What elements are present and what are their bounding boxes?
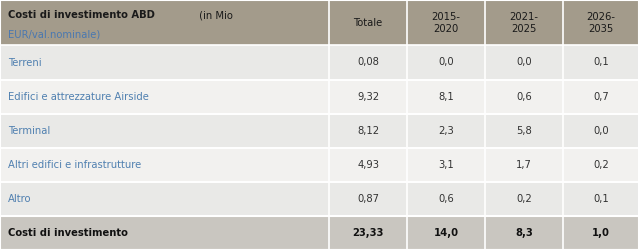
Text: (in Mio: (in Mio [196,10,233,20]
Text: 14,0: 14,0 [433,228,459,238]
Text: 2,3: 2,3 [438,126,454,136]
Text: 0,08: 0,08 [357,58,379,68]
Text: 0,2: 0,2 [516,194,532,204]
Text: 0,1: 0,1 [593,194,609,204]
Text: 0,0: 0,0 [438,58,454,68]
Text: 0,6: 0,6 [438,194,454,204]
Text: 8,1: 8,1 [438,92,454,102]
Bar [0,0,639,46]
Text: 0,0: 0,0 [593,126,609,136]
Text: Edifici e attrezzature Airside: Edifici e attrezzature Airside [8,92,148,102]
Text: 0,2: 0,2 [593,160,609,170]
Text: 5,8: 5,8 [516,126,532,136]
Bar [0,182,639,216]
Text: 9,32: 9,32 [357,92,379,102]
Text: 0,1: 0,1 [593,58,609,68]
Text: Terreni: Terreni [8,58,42,68]
Text: Altro: Altro [8,194,31,204]
Text: Costi di investimento ABD: Costi di investimento ABD [8,10,155,20]
Text: 2021-
2025: 2021- 2025 [509,12,539,34]
Text: 3,1: 3,1 [438,160,454,170]
Text: 4,93: 4,93 [357,160,379,170]
Text: Terminal: Terminal [8,126,50,136]
Text: 2026-
2035: 2026- 2035 [587,12,615,34]
Bar [0,46,639,80]
Text: Totale: Totale [353,18,383,28]
Text: 2015-
2020: 2015- 2020 [431,12,461,34]
Text: 0,0: 0,0 [516,58,532,68]
Text: 0,7: 0,7 [593,92,609,102]
Text: 8,12: 8,12 [357,126,379,136]
Text: 1,0: 1,0 [592,228,610,238]
Text: 0,6: 0,6 [516,92,532,102]
Text: EUR/val.nominale): EUR/val.nominale) [8,29,100,39]
Bar [0,216,639,250]
Text: Costi di investimento: Costi di investimento [8,228,128,238]
Bar [0,148,639,182]
Text: Altri edifici e infrastrutture: Altri edifici e infrastrutture [8,160,141,170]
Bar [0,114,639,148]
Text: 0,87: 0,87 [357,194,379,204]
Text: 1,7: 1,7 [516,160,532,170]
Text: 8,3: 8,3 [515,228,533,238]
Text: 23,33: 23,33 [352,228,384,238]
Bar [0,80,639,114]
